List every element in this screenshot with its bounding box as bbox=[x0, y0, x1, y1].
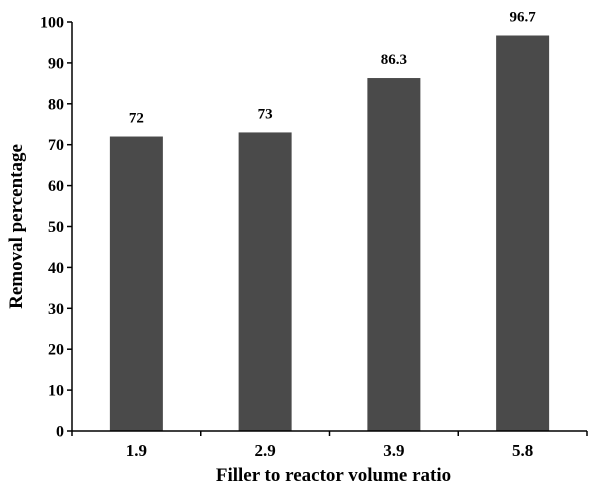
y-tick-label: 80 bbox=[48, 96, 64, 113]
y-tick-label: 40 bbox=[48, 260, 64, 277]
x-tick-label: 5.8 bbox=[512, 441, 533, 460]
x-tick-label: 1.9 bbox=[126, 441, 147, 460]
data-label: 72 bbox=[129, 111, 144, 127]
x-axis-title: Filler to reactor volume ratio bbox=[216, 465, 451, 486]
y-axis-title: Removal percentage bbox=[6, 144, 27, 309]
data-label: 73 bbox=[258, 106, 273, 122]
y-tick-label: 60 bbox=[48, 178, 64, 195]
y-tick-label: 20 bbox=[48, 342, 64, 359]
y-tick-label: 50 bbox=[48, 219, 64, 236]
x-ticks-group: 1.9 2.9 3.9 5.8 bbox=[71, 431, 588, 460]
y-ticks-group: 0 10 20 30 40 50 60 70 80 90 100 bbox=[40, 15, 72, 441]
bar-2-9 bbox=[238, 132, 292, 431]
bar-3-9 bbox=[367, 78, 421, 432]
data-label: 96.7 bbox=[510, 9, 537, 25]
y-tick-label: 10 bbox=[48, 383, 64, 400]
x-tick-label: 2.9 bbox=[255, 441, 276, 460]
bar-1-9 bbox=[109, 136, 163, 431]
bar-5-8 bbox=[496, 35, 550, 431]
data-label: 86.3 bbox=[381, 52, 407, 68]
y-tick-label: 30 bbox=[48, 301, 64, 318]
y-tick-label: 0 bbox=[56, 424, 64, 441]
y-tick-label: 100 bbox=[40, 15, 64, 32]
data-labels-group: 72 73 86.3 96.7 bbox=[129, 9, 536, 126]
y-tick-label: 90 bbox=[48, 55, 64, 72]
y-tick-label: 70 bbox=[48, 137, 64, 154]
bars-group bbox=[109, 35, 550, 432]
x-tick-label: 3.9 bbox=[383, 441, 404, 460]
